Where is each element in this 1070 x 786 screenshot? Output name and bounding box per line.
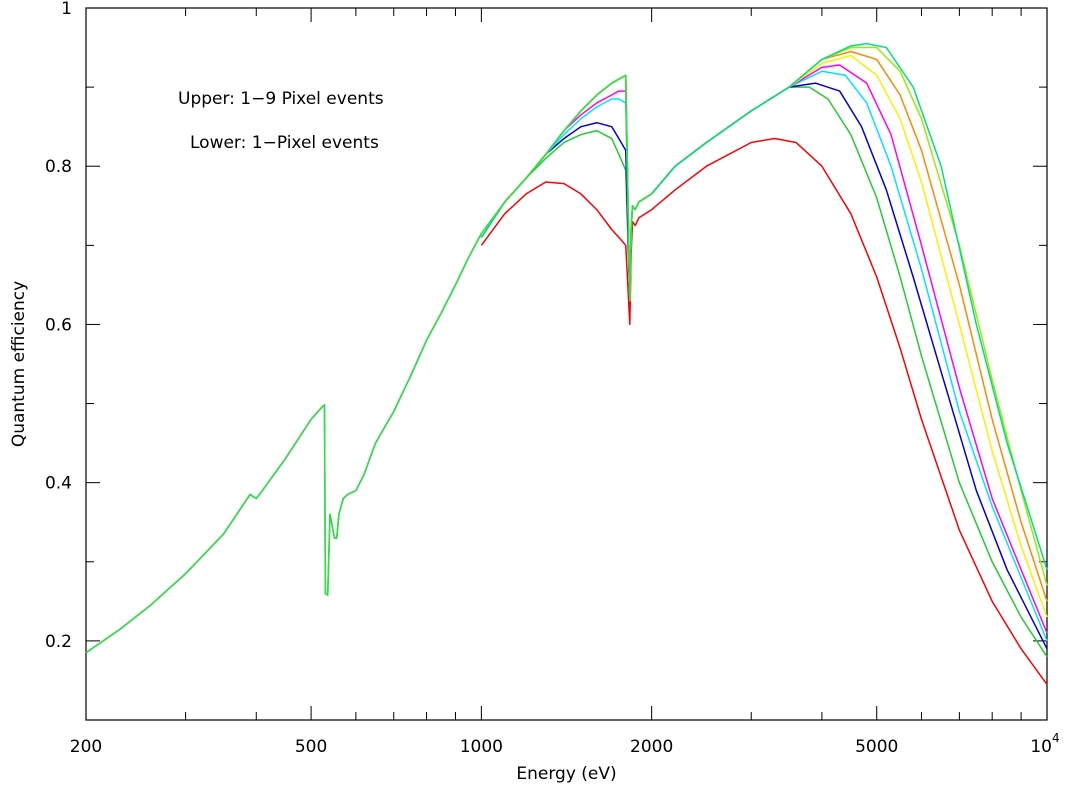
series-line-0 [480, 137, 1048, 685]
series-line-4 [480, 64, 1048, 634]
y-tick-label: 0.6 [45, 315, 72, 335]
x-tick-label: 2000 [630, 737, 673, 757]
series-line-1 [480, 86, 1048, 658]
series-line-6 [480, 50, 1048, 602]
series-line-2 [480, 82, 1048, 650]
series-line-9 [85, 74, 653, 654]
x-tick-label: 500 [295, 737, 327, 757]
axis-ticks [85, 7, 1048, 721]
x-tick-label: 5000 [855, 737, 898, 757]
x-tick-label: 104 [1030, 731, 1059, 757]
series-line-3 [480, 70, 1048, 642]
x-tick-label: 200 [70, 737, 102, 757]
y-tick-label: 0.8 [45, 157, 72, 177]
x-axis-title: Energy (eV) [516, 764, 616, 784]
y-axis-title: Quantum efficiency [9, 281, 29, 447]
series-layer [85, 42, 1048, 685]
plot-frame [85, 7, 1048, 721]
annotation-upper: Upper: 1−9 Pixel events [178, 89, 384, 109]
series-common-low-energy [85, 233, 483, 654]
y-tick-label: 0.2 [45, 632, 72, 652]
y-tick-label: 1 [61, 0, 72, 19]
x-tick-label: 1000 [460, 737, 503, 757]
tick-labels: 200 500 1000 2000 5000 104 0.2 0.4 0.6 0.8 1 [45, 0, 1060, 757]
y-tick-label: 0.4 [45, 474, 72, 494]
annotation-lower: Lower: 1−Pixel events [190, 133, 379, 153]
